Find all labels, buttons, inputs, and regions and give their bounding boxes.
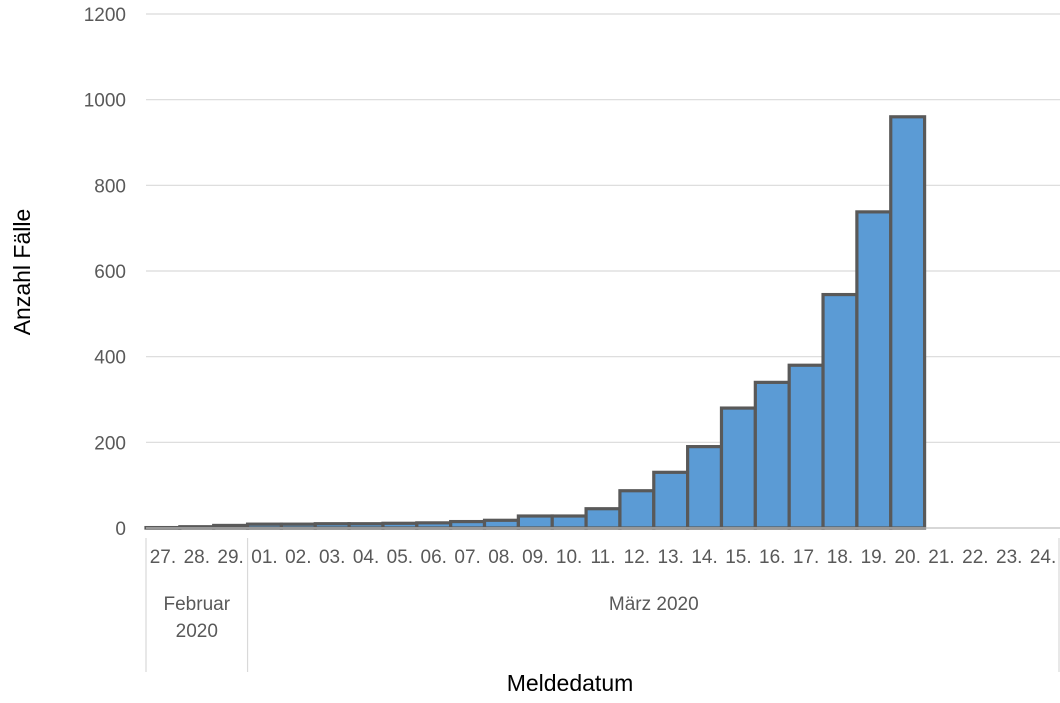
x-tick-label: 15. xyxy=(725,547,751,568)
bar xyxy=(381,521,419,530)
x-tick-label: 14. xyxy=(691,547,717,568)
x-tick-label: 02. xyxy=(285,547,311,568)
x-tick-label: 18. xyxy=(827,547,853,568)
x-tick-label: 09. xyxy=(522,547,548,568)
y-tick-label: 1200 xyxy=(84,5,126,26)
x-tick-label: 24. xyxy=(1030,547,1056,568)
bar xyxy=(482,518,520,530)
x-tick-label: 21. xyxy=(928,547,954,568)
x-tick-label: 29. xyxy=(217,547,243,568)
x-tick-label: 23. xyxy=(996,547,1022,568)
axes xyxy=(145,527,1060,672)
x-tick-label: 12. xyxy=(624,547,650,568)
x-tick-label: 22. xyxy=(962,547,988,568)
y-tick-label: 600 xyxy=(94,262,126,283)
bar xyxy=(347,522,385,530)
y-tick-label: 0 xyxy=(115,519,126,540)
bar xyxy=(855,210,893,530)
bar xyxy=(821,292,859,530)
bar xyxy=(787,363,825,530)
x-tick-label: 01. xyxy=(251,547,277,568)
bar xyxy=(618,489,656,530)
bars xyxy=(144,115,927,530)
x-tick-label: 06. xyxy=(421,547,447,568)
y-tick-label: 1000 xyxy=(84,91,126,112)
y-tick-label: 200 xyxy=(94,433,126,454)
bar xyxy=(415,521,453,530)
x-tick-label: 17. xyxy=(793,547,819,568)
bar xyxy=(753,380,791,530)
x-tick-label: 19. xyxy=(861,547,887,568)
x-tick-label: 11. xyxy=(590,547,615,568)
labels: 0 200 400 600 800 1000 1200 27. 28. 29. 01. 02. 03. 0… xyxy=(84,5,1057,642)
x-tick-label: 16. xyxy=(759,547,785,568)
x-tick-label: 05. xyxy=(387,547,413,568)
group-label: Februar xyxy=(164,594,231,615)
y-tick-label: 400 xyxy=(94,348,126,369)
bar xyxy=(719,406,757,530)
x-tick-label: 07. xyxy=(454,547,480,568)
x-tick-label: 28. xyxy=(184,547,210,568)
x-tick-label: 10. xyxy=(556,547,582,568)
bar xyxy=(889,115,927,530)
x-axis-title: Meldedatum xyxy=(507,670,634,696)
x-tick-label: 04. xyxy=(353,547,379,568)
x-tick-label: 08. xyxy=(488,547,514,568)
bar xyxy=(449,519,487,530)
y-tick-label: 800 xyxy=(94,176,126,197)
group-label: 2020 xyxy=(176,621,218,642)
bar xyxy=(516,514,554,530)
bar xyxy=(652,470,690,530)
x-tick-label: 20. xyxy=(894,547,920,568)
x-tick-label: 13. xyxy=(657,547,683,568)
bar xyxy=(313,522,351,530)
x-tick-label: 03. xyxy=(319,547,345,568)
x-tick-label: 27. xyxy=(150,547,176,568)
group-label: März 2020 xyxy=(609,594,699,615)
bar xyxy=(686,445,724,530)
bar xyxy=(550,514,588,530)
bar xyxy=(584,507,622,530)
y-axis-title: Anzahl Fälle xyxy=(9,209,35,336)
